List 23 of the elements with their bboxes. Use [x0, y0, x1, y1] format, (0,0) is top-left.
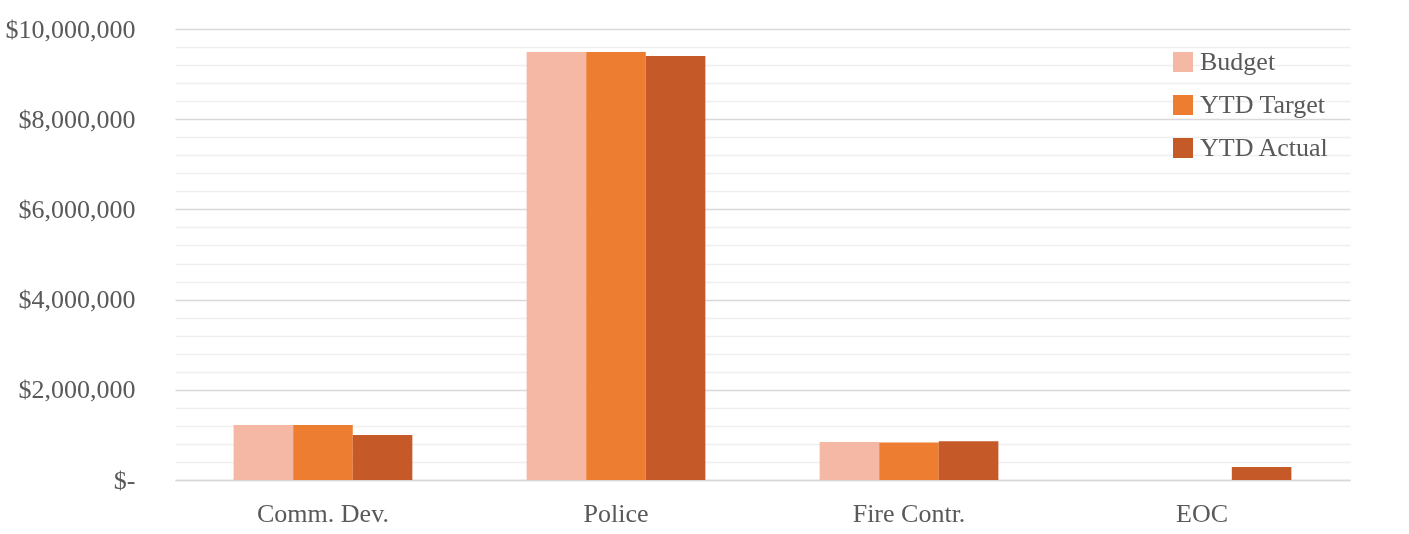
- bar: [1231, 466, 1292, 480]
- bar: [586, 52, 646, 480]
- bar: [526, 52, 587, 480]
- bar: [879, 442, 939, 480]
- bar: [293, 424, 353, 480]
- y-tick-label: $2,000,000: [18, 375, 136, 405]
- x-tick-label: EOC: [1176, 498, 1229, 528]
- x-tick-label: Fire Contr.: [852, 498, 966, 528]
- bar: [938, 441, 999, 480]
- bar: [352, 434, 413, 480]
- legend-label: YTD Actual: [1200, 133, 1328, 162]
- x-tick-label: Comm. Dev.: [257, 498, 389, 528]
- bar: [233, 424, 294, 480]
- legend-label: YTD Target: [1200, 90, 1326, 119]
- y-tick-label: $4,000,000: [18, 285, 136, 315]
- y-tick-label: $8,000,000: [18, 104, 136, 134]
- y-tick-label: $6,000,000: [18, 194, 136, 224]
- bar: [645, 56, 706, 480]
- y-tick-label: $-: [113, 465, 136, 495]
- x-tick-label: Police: [583, 498, 649, 528]
- bar: [819, 442, 880, 480]
- y-tick-label: $10,000,000: [5, 14, 136, 44]
- legend-label: Budget: [1200, 47, 1276, 76]
